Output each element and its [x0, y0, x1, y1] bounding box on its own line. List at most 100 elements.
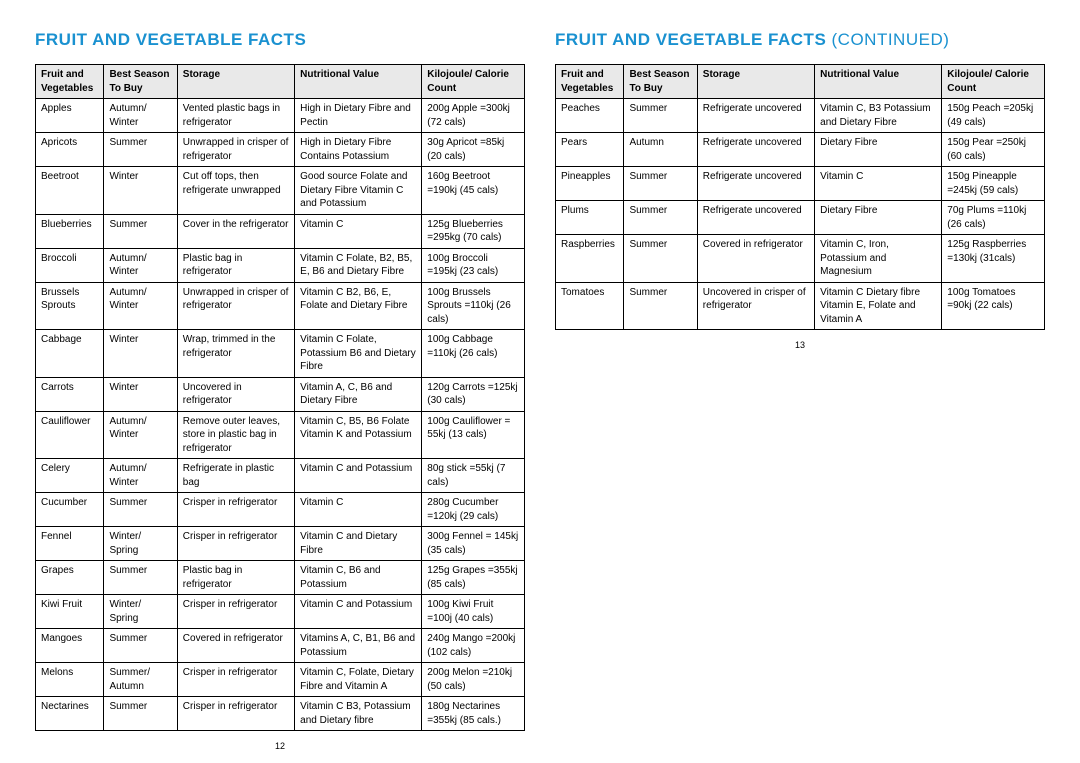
table-cell: Dietary Fibre: [815, 201, 942, 235]
header-fruit: Fruit and Vegetables: [556, 65, 624, 99]
table-cell: Grapes: [36, 561, 104, 595]
table-cell: High in Dietary Fibre Contains Potassium: [295, 133, 422, 167]
table-cell: Winter/ Spring: [104, 595, 177, 629]
table-cell: Summer: [104, 493, 177, 527]
table-cell: Refrigerate in plastic bag: [177, 459, 294, 493]
table-cell: Brussels Sprouts: [36, 282, 104, 330]
table-cell: Winter: [104, 330, 177, 378]
table-cell: Refrigerate uncovered: [697, 201, 814, 235]
table-cell: 100g Brussels Sprouts =110kj (26 cals): [422, 282, 525, 330]
table-cell: Autumn/ Winter: [104, 411, 177, 459]
table-cell: Summer: [624, 282, 697, 330]
table-row: MangoesSummerCovered in refrigeratorVita…: [36, 629, 525, 663]
table-cell: 160g Beetroot =190kj (45 cals): [422, 167, 525, 215]
table-cell: Summer: [104, 629, 177, 663]
table-cell: Unwrapped in crisper of refrigerator: [177, 282, 294, 330]
table-cell: Winter: [104, 377, 177, 411]
table-cell: 200g Apple =300kj (72 cals): [422, 99, 525, 133]
table-cell: Cauliflower: [36, 411, 104, 459]
table-row: PeachesSummerRefrigerate uncoveredVitami…: [556, 99, 1045, 133]
table-cell: Fennel: [36, 527, 104, 561]
table-cell: Uncovered in refrigerator: [177, 377, 294, 411]
table-cell: Vitamin C: [295, 493, 422, 527]
table-header-row: Fruit and Vegetables Best Season To Buy …: [556, 65, 1045, 99]
table-header-row: Fruit and Vegetables Best Season To Buy …: [36, 65, 525, 99]
table-cell: Winter: [104, 167, 177, 215]
table-cell: 30g Apricot =85kj (20 cals): [422, 133, 525, 167]
left-page: FRUIT AND VEGETABLE FACTS Fruit and Vege…: [20, 30, 540, 743]
table-cell: Refrigerate uncovered: [697, 167, 814, 201]
header-season: Best Season To Buy: [624, 65, 697, 99]
table-cell: Celery: [36, 459, 104, 493]
table-cell: 280g Cucumber =120kj (29 cals): [422, 493, 525, 527]
table-row: CarrotsWinterUncovered in refrigeratorVi…: [36, 377, 525, 411]
table-cell: Vented plastic bags in refrigerator: [177, 99, 294, 133]
header-fruit: Fruit and Vegetables: [36, 65, 104, 99]
table-cell: Crisper in refrigerator: [177, 527, 294, 561]
table-row: PearsAutumnRefrigerate uncoveredDietary …: [556, 133, 1045, 167]
table-cell: High in Dietary Fibre and Pectin: [295, 99, 422, 133]
table-row: GrapesSummerPlastic bag in refrigeratorV…: [36, 561, 525, 595]
table-cell: Vitamin C, B5, B6 Folate Vitamin K and P…: [295, 411, 422, 459]
table-row: PlumsSummerRefrigerate uncoveredDietary …: [556, 201, 1045, 235]
table-cell: Vitamin C, Folate, Dietary Fibre and Vit…: [295, 663, 422, 697]
table-row: NectarinesSummerCrisper in refrigeratorV…: [36, 697, 525, 731]
table-cell: Mangoes: [36, 629, 104, 663]
table-cell: Summer: [104, 561, 177, 595]
table-cell: 100g Cauliflower = 55kj (13 cals): [422, 411, 525, 459]
header-cal: Kilojoule/ Calorie Count: [422, 65, 525, 99]
table-cell: Beetroot: [36, 167, 104, 215]
table-cell: Summer: [624, 99, 697, 133]
table-row: FennelWinter/ SpringCrisper in refrigera…: [36, 527, 525, 561]
table-cell: Autumn/ Winter: [104, 99, 177, 133]
table-cell: 150g Pear =250kj (60 cals): [942, 133, 1045, 167]
table-cell: Kiwi Fruit: [36, 595, 104, 629]
table-row: CucumberSummerCrisper in refrigeratorVit…: [36, 493, 525, 527]
table-cell: Cucumber: [36, 493, 104, 527]
table-cell: 150g Peach =205kj (49 cals): [942, 99, 1045, 133]
table-cell: Cover in the refrigerator: [177, 214, 294, 248]
table-cell: Crisper in refrigerator: [177, 595, 294, 629]
table-cell: 70g Plums =110kj (26 cals): [942, 201, 1045, 235]
table-row: RaspberriesSummerCovered in refrigerator…: [556, 235, 1045, 283]
table-cell: Vitamin C: [815, 167, 942, 201]
table-cell: Melons: [36, 663, 104, 697]
right-title-cont: (CONTINUED): [832, 30, 950, 49]
table-cell: Tomatoes: [556, 282, 624, 330]
table-row: Brussels SproutsAutumn/ WinterUnwrapped …: [36, 282, 525, 330]
table-row: BeetrootWinterCut off tops, then refrige…: [36, 167, 525, 215]
table-cell: Pears: [556, 133, 624, 167]
table-row: CeleryAutumn/ WinterRefrigerate in plast…: [36, 459, 525, 493]
page-number-left: 12: [35, 741, 525, 751]
table-cell: Wrap, trimmed in the refrigerator: [177, 330, 294, 378]
right-page: FRUIT AND VEGETABLE FACTS (CONTINUED) Fr…: [540, 30, 1060, 743]
table-row: TomatoesSummerUncovered in crisper of re…: [556, 282, 1045, 330]
table-cell: Blueberries: [36, 214, 104, 248]
table-cell: Peaches: [556, 99, 624, 133]
table-cell: 180g Nectarines =355kj (85 cals.): [422, 697, 525, 731]
table-cell: Raspberries: [556, 235, 624, 283]
table-cell: Apricots: [36, 133, 104, 167]
table-row: ApricotsSummerUnwrapped in crisper of re…: [36, 133, 525, 167]
table-cell: 150g Pineapple =245kj (59 cals): [942, 167, 1045, 201]
table-cell: Plastic bag in refrigerator: [177, 561, 294, 595]
header-storage: Storage: [697, 65, 814, 99]
table-cell: Vitamin C, Iron, Potassium and Magnesium: [815, 235, 942, 283]
table-cell: 100g Broccoli =195kj (23 cals): [422, 248, 525, 282]
table-cell: Refrigerate uncovered: [697, 99, 814, 133]
table-cell: Apples: [36, 99, 104, 133]
table-cell: 100g Tomatoes =90kj (22 cals): [942, 282, 1045, 330]
table-row: BlueberriesSummerCover in the refrigerat…: [36, 214, 525, 248]
table-cell: 100g Cabbage =110kj (26 cals): [422, 330, 525, 378]
table-cell: Autumn: [624, 133, 697, 167]
table-cell: Vitamin C and Dietary Fibre: [295, 527, 422, 561]
table-cell: Vitamin C: [295, 214, 422, 248]
table-cell: Plums: [556, 201, 624, 235]
table-cell: Refrigerate uncovered: [697, 133, 814, 167]
table-cell: Vitamin C, B3 Potassium and Dietary Fibr…: [815, 99, 942, 133]
table-cell: 125g Blueberries =295kg (70 cals): [422, 214, 525, 248]
table-cell: Summer: [624, 201, 697, 235]
table-cell: Summer/ Autumn: [104, 663, 177, 697]
table-cell: Vitamin C Dietary fibre Vitamin E, Folat…: [815, 282, 942, 330]
table-cell: 100g Kiwi Fruit =100j (40 cals): [422, 595, 525, 629]
